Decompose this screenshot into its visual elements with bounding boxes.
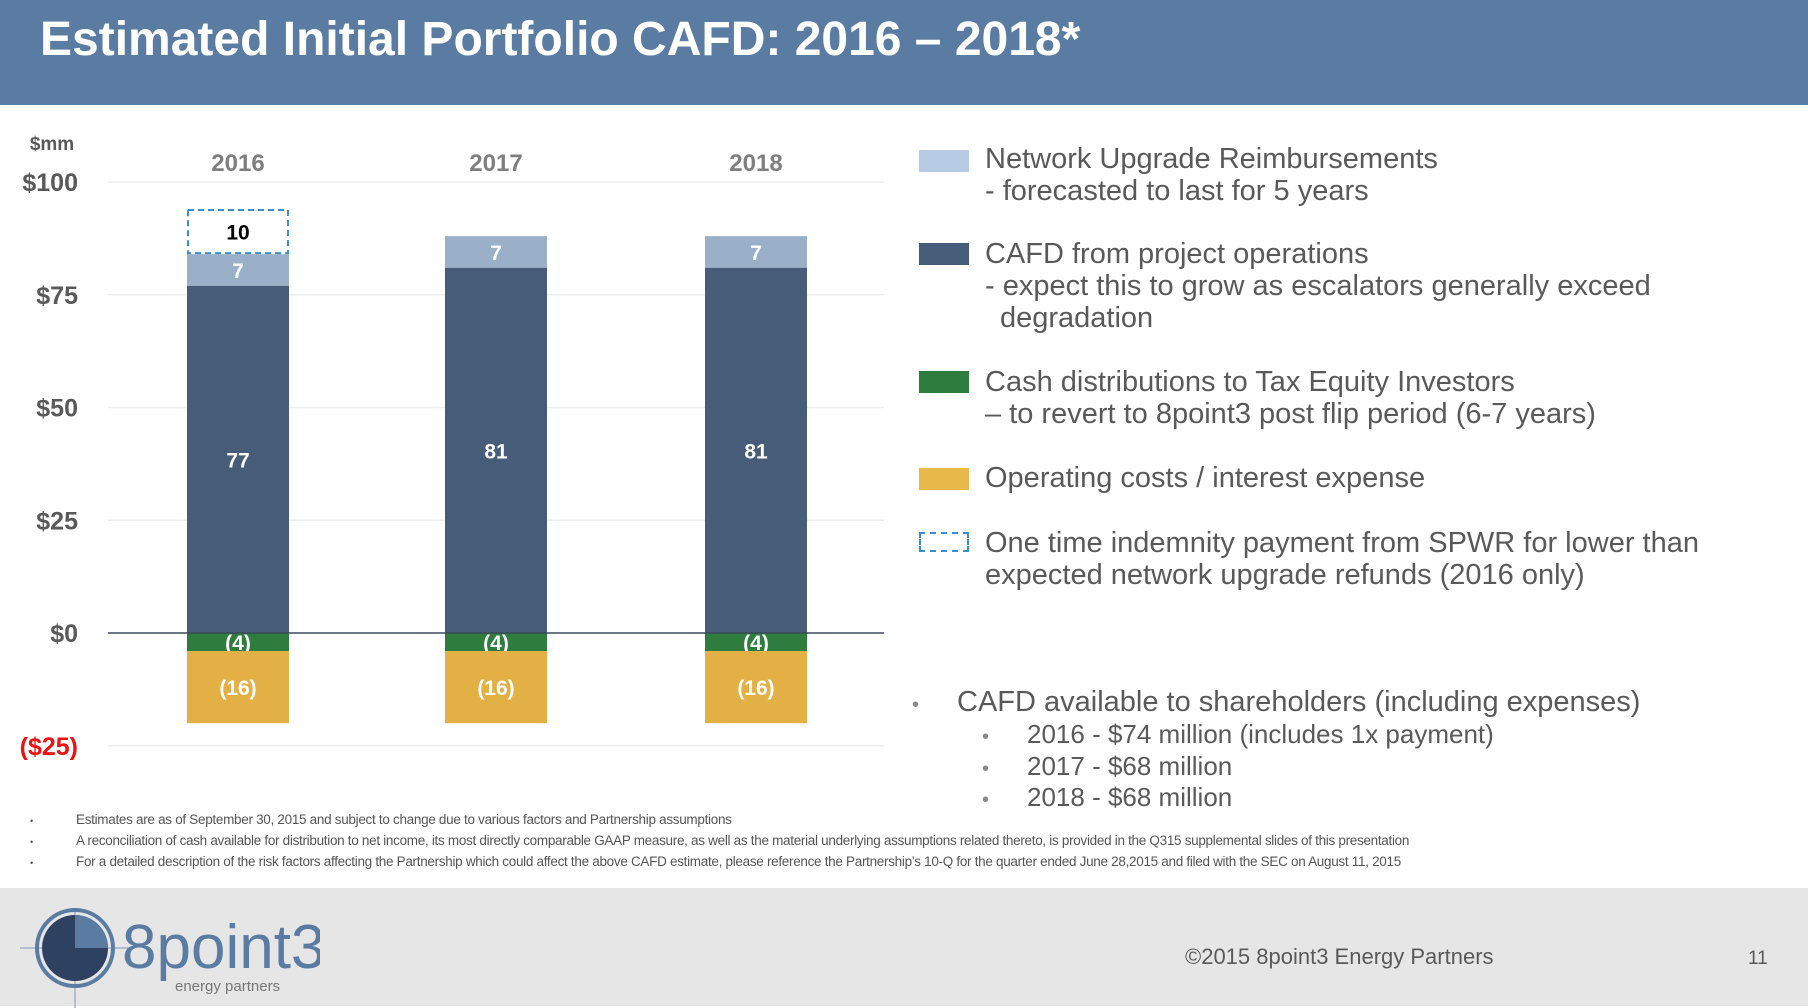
- bar-cafd-from-project-operations-2016: [187, 285, 289, 633]
- y-tick-label: $75: [36, 282, 78, 310]
- data-label: 81: [744, 440, 768, 463]
- legend-swatch-network-upgrade: [919, 150, 969, 172]
- legend-swatch-cafd-operations: [919, 243, 969, 265]
- bar-one-time-indemnity-payment-from-spwr-2016: [187, 209, 289, 255]
- bar-network-upgrade-reimbursements-2017: [445, 236, 547, 268]
- bar-operating-costs-interest-expense-2018: [705, 651, 807, 724]
- legend-swatch-operating-costs: [919, 468, 969, 490]
- page-title: Estimated Initial Portfolio CAFD: 2016 –…: [40, 13, 1081, 66]
- data-label: (16): [219, 677, 256, 700]
- y-axis-unit: $mm: [30, 134, 74, 155]
- x-category-label: 2016: [211, 150, 264, 177]
- legend-indemnity: One time indemnity payment from SPWR for…: [985, 527, 1699, 591]
- page-number: 11: [1748, 948, 1768, 969]
- copyright: ©2015 8point3 Energy Partners: [1185, 944, 1494, 969]
- 8point3-logo: 8point3 energy partners: [20, 908, 320, 1008]
- bar-operating-costs-interest-expense-2017: [445, 651, 547, 724]
- data-label: 7: [490, 242, 502, 265]
- data-label: (4): [483, 632, 509, 655]
- data-label: (4): [225, 632, 251, 655]
- data-label: 81: [484, 440, 508, 463]
- legend-swatch-indemnity: [919, 532, 969, 552]
- data-label: 7: [750, 242, 762, 265]
- legend-tax-equity: Cash distributions to Tax Equity Investo…: [985, 366, 1596, 430]
- bar-cafd-from-project-operations-2018: [705, 267, 807, 633]
- bullet-icon: •: [982, 726, 990, 748]
- footnotes: • Estimates are as of September 30, 2015 …: [30, 812, 1410, 869]
- bar-cafd-from-project-operations-2017: [445, 267, 547, 633]
- svg-text:8point3: 8point3: [122, 913, 320, 982]
- bar-operating-costs-interest-expense-2016: [187, 651, 289, 724]
- y-tick-label: $100: [22, 169, 78, 197]
- data-label: (16): [737, 677, 774, 700]
- bar-network-upgrade-reimbursements-2018: [705, 236, 807, 268]
- legend-operating-costs: Operating costs / interest expense: [985, 462, 1426, 494]
- x-category-label: 2018: [729, 150, 782, 177]
- y-tick-label: ($25): [20, 733, 78, 761]
- bar-cash-distributions-to-tax-equity-investors-2016: [187, 633, 289, 652]
- y-tick-label: $0: [50, 620, 78, 648]
- cafd-summary: • CAFD available to shareholders (includi…: [912, 688, 1640, 815]
- svg-text:energy partners: energy partners: [175, 978, 280, 995]
- legend-swatch-tax-equity: [919, 371, 969, 393]
- data-label: 7: [232, 260, 244, 283]
- y-tick-label: $50: [36, 395, 78, 423]
- bar-network-upgrade-reimbursements-2016: [187, 254, 289, 286]
- x-category-label: 2017: [469, 150, 522, 177]
- bar-cash-distributions-to-tax-equity-investors-2017: [445, 633, 547, 652]
- bullet-icon: •: [912, 694, 920, 716]
- header-bar: Estimated Initial Portfolio CAFD: 2016 –…: [0, 0, 1808, 105]
- stacked-bar-chart: $mm$100$75$50$25$0($25)2016 2017 201877710…: [20, 134, 884, 761]
- bar-cash-distributions-to-tax-equity-investors-2018: [705, 633, 807, 652]
- bullet-icon: •: [982, 789, 990, 811]
- legend-network-upgrade: Network Upgrade Reimbursements - forecast…: [985, 143, 1438, 207]
- data-label: (16): [477, 677, 514, 700]
- footer: 8point3 energy partners ©2015 8point3 En…: [0, 888, 1808, 1008]
- y-tick-label: $25: [36, 507, 78, 535]
- data-label: 77: [226, 449, 249, 472]
- legend-cafd-operations: CAFD from project operations - expect thi…: [985, 238, 1651, 334]
- data-label: 10: [226, 222, 249, 245]
- data-label: (4): [743, 632, 769, 655]
- bullet-icon: •: [982, 757, 990, 780]
